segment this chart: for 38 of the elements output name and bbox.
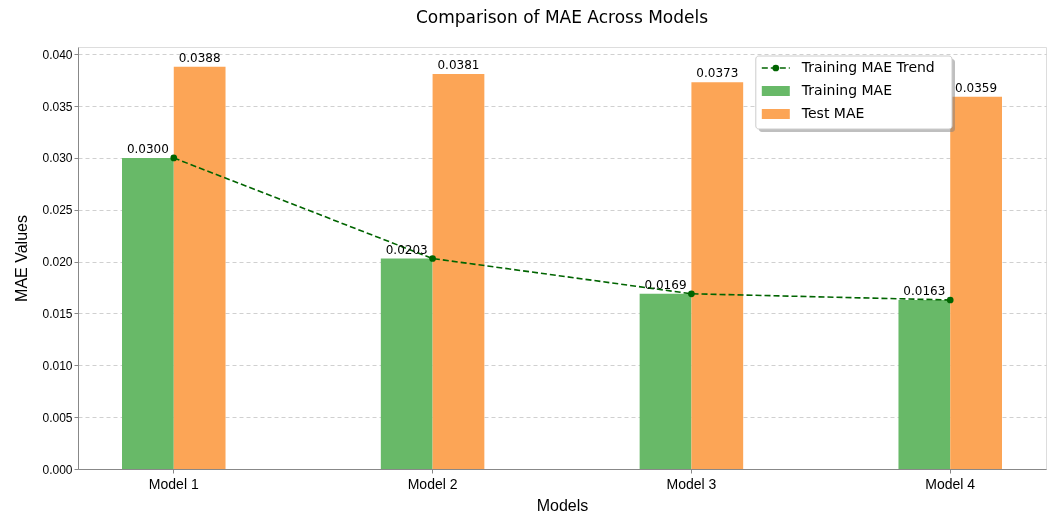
point bbox=[688, 290, 695, 298]
bar bbox=[898, 299, 951, 469]
data-label: 0.0381 bbox=[437, 57, 480, 72]
y-tick-label: 0.000 bbox=[42, 462, 73, 477]
x-tick-label: Model 4 bbox=[925, 475, 976, 492]
bar bbox=[380, 258, 433, 469]
legend-label: Training MAE bbox=[800, 82, 892, 98]
point bbox=[946, 296, 954, 304]
y-tick-label: 0.030 bbox=[42, 151, 73, 166]
bar bbox=[691, 82, 744, 469]
bar bbox=[173, 66, 226, 469]
data-label: 0.0163 bbox=[903, 283, 946, 298]
data-label: 0.0388 bbox=[178, 50, 221, 65]
y-tick-label: 0.035 bbox=[42, 99, 73, 114]
data-label: 0.0359 bbox=[955, 80, 998, 95]
legend-label: Test MAE bbox=[800, 105, 865, 121]
point bbox=[429, 255, 436, 262]
data-label: 0.0373 bbox=[696, 66, 739, 81]
bar bbox=[432, 73, 485, 469]
x-axis-title: Models bbox=[536, 496, 589, 514]
y-tick-label: 0.005 bbox=[42, 410, 73, 425]
point bbox=[170, 154, 178, 162]
bar bbox=[122, 157, 174, 469]
y-tick-label: 0.015 bbox=[42, 306, 73, 321]
bar bbox=[950, 96, 1002, 469]
x-tick-label: Model 2 bbox=[407, 475, 458, 492]
x-tick-label: Model 1 bbox=[148, 475, 199, 492]
data-label: 0.0300 bbox=[126, 141, 169, 156]
x-tick-label: Model 3 bbox=[666, 475, 717, 492]
y-tick-label: 0.040 bbox=[42, 47, 73, 62]
chart-title: Comparison of MAE Across Models bbox=[415, 7, 709, 27]
legend-label: Training MAE Trend bbox=[800, 59, 935, 75]
y-tick-label: 0.020 bbox=[42, 255, 73, 270]
y-tick-label: 0.025 bbox=[42, 203, 73, 218]
y-tick-label: 0.010 bbox=[42, 358, 73, 373]
data-label: 0.0169 bbox=[644, 277, 687, 292]
y-axis-title: MAE Values bbox=[13, 215, 31, 302]
bar bbox=[639, 293, 692, 469]
